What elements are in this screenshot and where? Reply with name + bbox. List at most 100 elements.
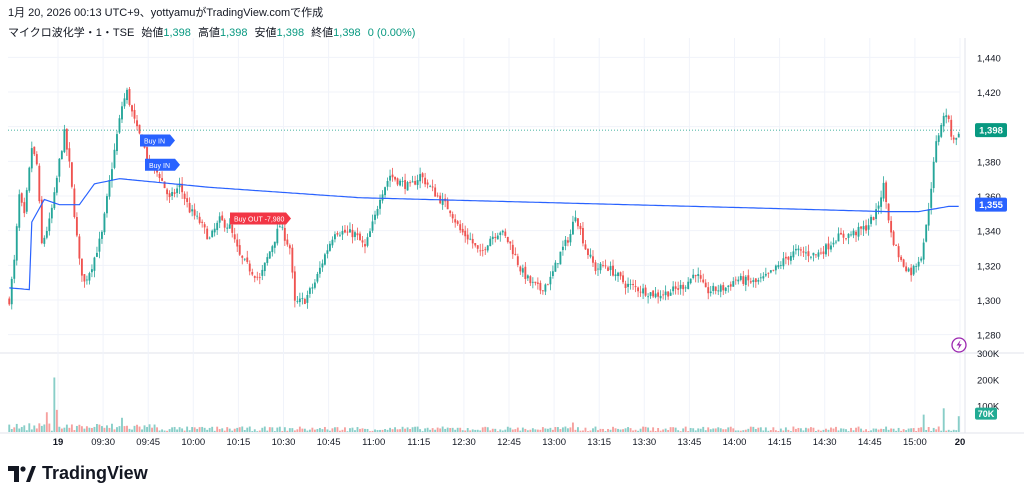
created-by-line: 1月 20, 2026 00:13 UTC+9、yottyamuがTrading… [8, 7, 324, 19]
x-tick-label: 11:00 [362, 437, 385, 448]
candle [404, 173, 407, 195]
volume-bar [276, 427, 279, 432]
x-tick-label: 14:00 [723, 437, 747, 448]
candle [900, 254, 903, 262]
candle [544, 283, 547, 296]
volume-bar [569, 427, 572, 432]
y-tick-label: 1,280 [977, 331, 1001, 342]
candle [379, 194, 381, 215]
candle [807, 244, 810, 263]
x-tick-label: 13:00 [542, 437, 566, 448]
volume-bar [669, 427, 672, 432]
volume-bar [431, 428, 434, 432]
candle [183, 191, 186, 206]
volume-bar [779, 428, 782, 432]
candle [484, 246, 487, 255]
volume-bar [68, 427, 71, 432]
volume-bar [556, 427, 559, 432]
volume-bar [201, 426, 204, 432]
volume-bar [253, 429, 256, 432]
volume-bar [942, 408, 945, 432]
volume-bar [221, 428, 224, 432]
candle [288, 243, 291, 255]
volume-bar [248, 426, 251, 432]
candle [128, 87, 131, 107]
candle [50, 204, 53, 224]
volume-bar [126, 425, 128, 432]
volume-bar [384, 429, 386, 432]
volume-bar [70, 424, 73, 432]
volume-bar [594, 426, 597, 432]
buy-in-annotation[interactable]: Buy IN [145, 158, 180, 171]
volume-bar [63, 427, 66, 432]
volume-bar [103, 427, 106, 432]
volume-bar [629, 428, 632, 432]
candle [78, 233, 81, 265]
volume-bar [474, 429, 477, 432]
symbol-name[interactable]: マイクロ波化学・1・TSE [8, 27, 135, 39]
volume-bar [313, 429, 316, 432]
candle [506, 236, 509, 244]
volume-bar [23, 425, 26, 432]
candle [647, 293, 650, 304]
candle [116, 130, 118, 155]
candle [276, 223, 279, 246]
volume-bar [947, 429, 950, 432]
volume-bar [501, 430, 504, 432]
buy-out-annotation[interactable]: Buy OUT -7,980 [230, 212, 291, 225]
candle [817, 249, 820, 260]
volume-bar [359, 428, 361, 432]
candle [902, 258, 905, 268]
volume-bar [469, 430, 472, 432]
volume-bar [251, 431, 254, 432]
lightning-icon[interactable] [951, 337, 967, 353]
volume-bar [794, 428, 797, 432]
volume-bar [536, 429, 539, 432]
volume-bar [481, 427, 484, 432]
candle [253, 275, 256, 283]
volume-bar [256, 431, 259, 432]
candle [519, 265, 522, 275]
candle [942, 112, 945, 133]
candle [138, 124, 141, 135]
volume-bar [825, 428, 827, 432]
volume-bar [65, 424, 68, 432]
candle [241, 255, 244, 265]
volume-bar [647, 427, 650, 432]
volume-bar [40, 425, 43, 432]
volume-bar [476, 429, 479, 432]
volume-bar [401, 426, 404, 432]
candle [524, 262, 527, 284]
candle [649, 291, 652, 299]
volume-bar [48, 423, 51, 432]
buy-in-annotation[interactable]: Buy IN [140, 134, 175, 147]
volume-bar [799, 428, 802, 432]
volume-bar [812, 427, 815, 432]
volume-bar [724, 429, 727, 432]
candle [391, 167, 394, 182]
candle [767, 272, 770, 278]
tradingview-logo[interactable]: TradingView [8, 463, 148, 484]
volume-bar [511, 429, 514, 432]
candle [672, 281, 675, 295]
volume-bar [361, 428, 364, 432]
volume-bar [328, 430, 331, 432]
candle [762, 272, 765, 282]
volume-bar [106, 425, 108, 432]
candle [28, 166, 31, 193]
candle [639, 285, 642, 297]
candle [597, 262, 599, 276]
volume-bar [163, 430, 166, 432]
candle [950, 115, 953, 141]
volume-bar [682, 428, 685, 432]
volume-bar [138, 426, 141, 432]
candle [792, 245, 795, 261]
candle [491, 231, 494, 245]
candle [867, 218, 870, 236]
x-tick-label: 09:45 [136, 437, 160, 448]
candle [799, 246, 802, 257]
volume-bar [429, 429, 432, 432]
candle [890, 216, 893, 238]
